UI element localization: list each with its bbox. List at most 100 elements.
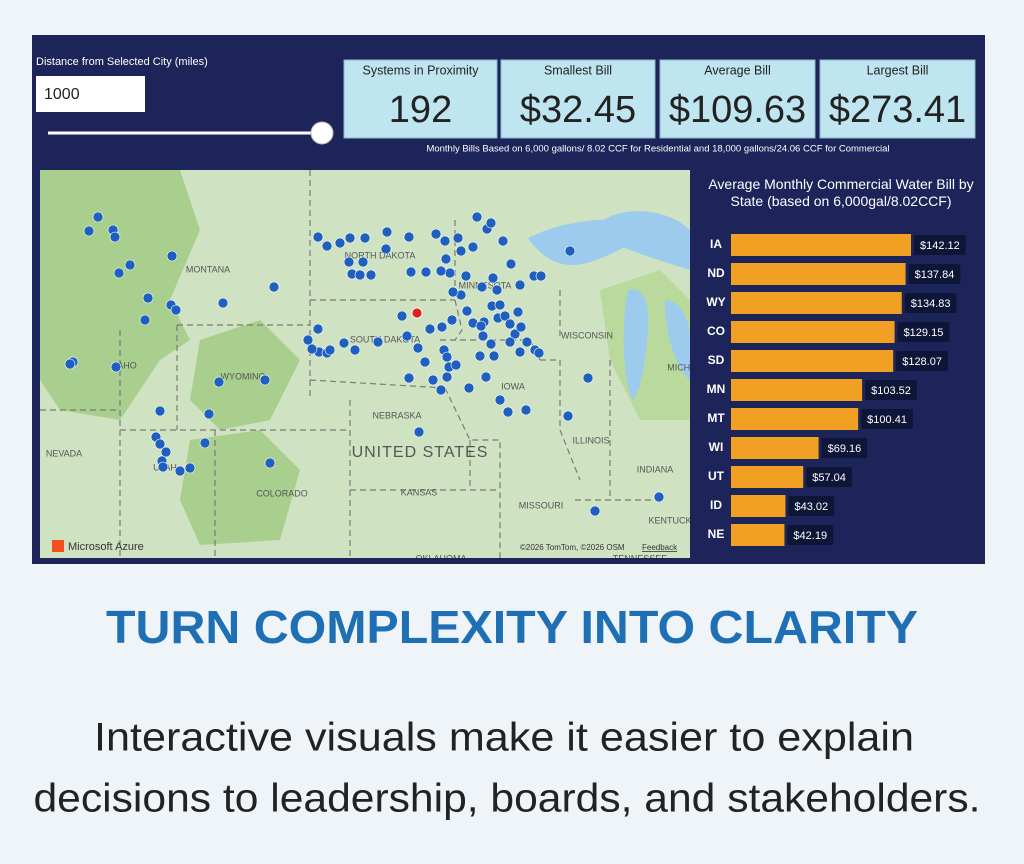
y-tick-label: NE [708, 527, 725, 541]
map-label: ILLINOIS [572, 435, 609, 445]
system-marker [343, 256, 355, 268]
system-marker [441, 351, 453, 363]
system-marker [420, 266, 432, 278]
system-marker [435, 265, 447, 277]
value-label: $129.15 [904, 327, 944, 339]
value-label-box [787, 525, 834, 545]
y-tick-label: IA [710, 237, 722, 251]
system-marker [514, 346, 526, 358]
system-marker [494, 394, 506, 406]
system-marker [365, 269, 377, 281]
value-label-box [896, 351, 948, 371]
system-marker [349, 344, 361, 356]
map-label: NEVADA [46, 448, 82, 458]
value-label: $43.02 [794, 501, 828, 513]
system-marker [154, 405, 166, 417]
map-feedback[interactable]: Feedback [642, 543, 678, 552]
system-marker [562, 410, 574, 422]
map-label: MISSOURI [519, 500, 564, 510]
azure-logo [52, 540, 64, 552]
distance-input-box[interactable] [36, 76, 145, 112]
system-marker [471, 211, 483, 223]
body-line: Interactive visuals make it easier to ex… [94, 716, 914, 760]
system-marker [312, 231, 324, 243]
map-label: COLORADO [256, 488, 308, 498]
value-label: $57.04 [812, 472, 846, 484]
value-label-box [821, 438, 868, 458]
system-marker [447, 286, 459, 298]
kpi-title: Systems in Proximity [363, 63, 480, 77]
map-label: NEBRASKA [372, 410, 421, 420]
system-marker [455, 245, 467, 257]
lake [664, 300, 690, 380]
kpi-title: Smallest Bill [544, 63, 612, 77]
value-label-box [788, 496, 835, 516]
system-marker [357, 256, 369, 268]
bar [731, 350, 894, 372]
map-label: WISCONSIN [561, 330, 613, 340]
system-marker [419, 356, 431, 368]
system-marker [504, 318, 516, 330]
bar [731, 524, 785, 546]
system-marker [124, 259, 136, 271]
system-marker [485, 217, 497, 229]
map-attribution: ©2026 TomTom, ©2026 OSM [520, 543, 625, 552]
kpi-value: 192 [389, 89, 452, 131]
distance-input[interactable]: 1000 [44, 86, 80, 103]
system-marker [174, 465, 186, 477]
slider-knob[interactable] [310, 121, 334, 145]
system-marker [487, 272, 499, 284]
system-marker [467, 241, 479, 253]
value-label: $128.07 [902, 356, 942, 368]
system-marker [474, 350, 486, 362]
system-marker [435, 384, 447, 396]
system-marker [401, 330, 413, 342]
bar [731, 408, 859, 430]
state-borders [40, 170, 660, 558]
value-label-box [806, 467, 852, 487]
system-marker [380, 243, 392, 255]
system-marker [372, 336, 384, 348]
map-label: KENTUCK [648, 515, 691, 525]
system-marker [64, 358, 76, 370]
bar [731, 466, 804, 488]
bar [731, 495, 786, 517]
kpi-value: $273.41 [829, 89, 966, 131]
forest [190, 320, 300, 430]
system-marker [334, 237, 346, 249]
system-marker [509, 328, 521, 340]
bar [731, 379, 863, 401]
system-marker [439, 235, 451, 247]
map-label: INDIANA [637, 464, 674, 474]
system-marker [359, 232, 371, 244]
value-label: $142.12 [920, 240, 960, 252]
system-marker [412, 342, 424, 354]
value-label-box [897, 322, 950, 342]
value-label: $103.52 [871, 385, 911, 397]
system-marker [441, 371, 453, 383]
system-marker [488, 350, 500, 362]
kpi-card [659, 59, 816, 139]
system-marker [312, 323, 324, 335]
system-marker [83, 225, 95, 237]
bar [731, 263, 906, 285]
kpi-value: $109.63 [669, 89, 806, 131]
map-label: TENNESSEE [613, 553, 668, 563]
map-label: KANSAS [401, 487, 438, 497]
system-marker [446, 314, 458, 326]
lake [623, 289, 649, 400]
chart-title: Average Monthly Commercial Water Bill by… [708, 176, 974, 209]
system-marker [520, 404, 532, 416]
system-marker [405, 266, 417, 278]
bar [731, 437, 819, 459]
system-marker [213, 376, 225, 388]
y-tick-label: MN [707, 382, 726, 396]
system-marker [477, 330, 489, 342]
value-label: $69.16 [828, 443, 862, 455]
system-marker [512, 306, 524, 318]
map-label: UNITED STATES [352, 444, 489, 461]
system-marker [166, 250, 178, 262]
system-marker [259, 374, 271, 386]
